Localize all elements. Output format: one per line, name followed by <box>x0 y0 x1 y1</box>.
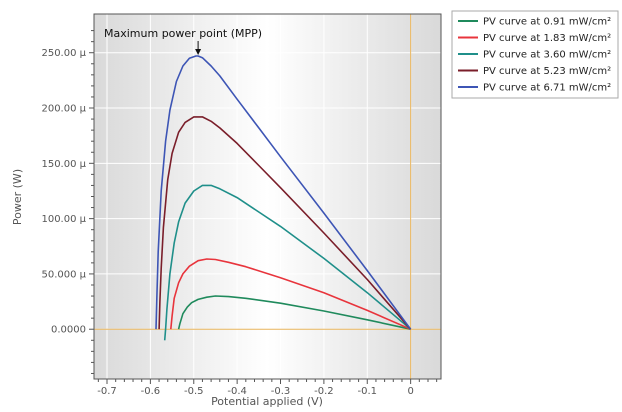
reference-lines <box>94 14 441 379</box>
legend-label-1: PV curve at 1.83 mW/cm² <box>483 33 611 44</box>
y-tick-label-2: 100.00 μ <box>41 214 86 225</box>
plot-background <box>94 14 441 379</box>
series-line-4 <box>155 55 412 330</box>
legend-label-0: PV curve at 0.91 mW/cm² <box>483 17 611 28</box>
x-tick-label-6: -0.1 <box>358 386 378 397</box>
y-tick-label-5: 250.00 μ <box>41 48 86 59</box>
x-tick-label-0: -0.7 <box>97 386 117 397</box>
legend-label-4: PV curve at 6.71 mW/cm² <box>483 83 611 94</box>
y-tick-label-0: 0.0000 <box>51 325 86 336</box>
y-axis: 0.0000 50.000 μ 100.00 μ 150.00 μ 200.00 μ 25… <box>41 30 94 374</box>
series-group <box>155 55 412 341</box>
x-tick-label-1: -0.6 <box>141 386 161 397</box>
mpp-arrow-head <box>195 49 202 56</box>
x-tick-label-3: -0.4 <box>227 386 247 397</box>
x-tick-label-2: -0.5 <box>184 386 204 397</box>
y-axis-label: Power (W) <box>11 169 24 225</box>
x-tick-label-7: 0 <box>407 386 413 397</box>
series-line-1 <box>170 258 411 330</box>
x-axis: -0.7 -0.6 -0.5 -0.4 -0.3 -0.2 -0.1 0 <box>97 379 438 397</box>
mpp-annotation: Maximum power point (MPP) <box>104 27 262 56</box>
series-line-0 <box>177 295 411 330</box>
legend-box <box>451 10 619 99</box>
x-tick-label-5: -0.2 <box>314 386 334 397</box>
y-tick-label-4: 200.00 μ <box>41 104 86 115</box>
series-line-3 <box>158 116 412 330</box>
x-tick-label-4: -0.3 <box>271 386 291 397</box>
mpp-annotation-text: Maximum power point (MPP) <box>104 27 262 40</box>
legend-label-2: PV curve at 3.60 mW/cm² <box>483 50 611 61</box>
y-tick-label-1: 50.000 μ <box>41 269 86 280</box>
series-line-2 <box>163 184 412 341</box>
legend-label-3: PV curve at 5.23 mW/cm² <box>483 66 611 77</box>
x-axis-label: Potential applied (V) <box>211 395 323 408</box>
legend: PV curve at 0.91 mW/cm² PV curve at 1.83 … <box>451 10 619 99</box>
y-tick-label-3: 150.00 μ <box>41 159 86 170</box>
